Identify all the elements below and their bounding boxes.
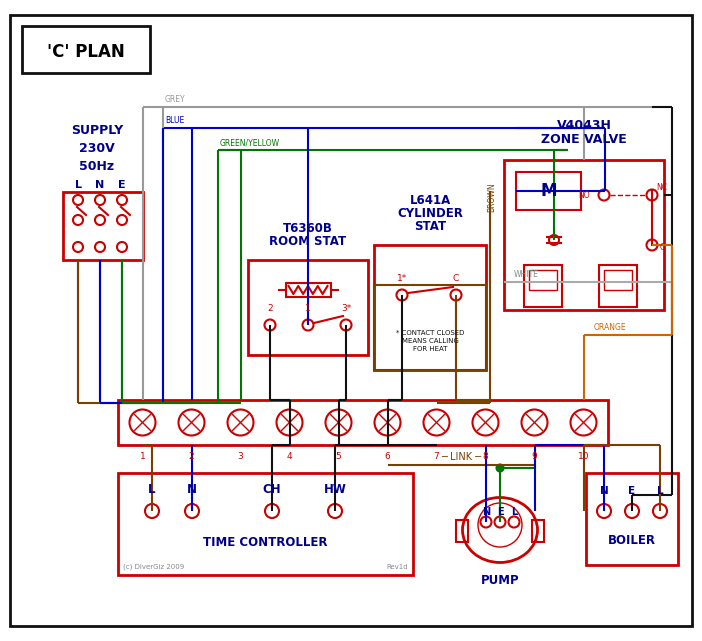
Text: 10: 10 <box>578 452 589 461</box>
Text: 9: 9 <box>531 452 537 461</box>
Text: 'C' PLAN: 'C' PLAN <box>47 43 125 61</box>
Bar <box>604 270 632 290</box>
Text: 5: 5 <box>336 452 341 461</box>
Bar <box>456 520 468 542</box>
Bar <box>516 172 581 210</box>
Text: 7: 7 <box>434 452 439 461</box>
Text: 2: 2 <box>189 452 194 461</box>
Text: 2: 2 <box>267 304 273 313</box>
Text: NC: NC <box>656 183 667 192</box>
Text: T6360B: T6360B <box>283 222 333 235</box>
Text: 3*: 3* <box>341 304 351 313</box>
Text: CH: CH <box>263 483 282 496</box>
Text: L: L <box>656 486 663 496</box>
Bar <box>118 400 608 445</box>
Text: PUMP: PUMP <box>481 574 519 587</box>
Text: L641A: L641A <box>409 194 451 207</box>
Text: STAT: STAT <box>414 220 446 233</box>
Text: BOILER: BOILER <box>608 535 656 547</box>
Text: N: N <box>187 483 197 496</box>
Text: ─ LINK ─: ─ LINK ─ <box>441 452 481 462</box>
Text: HW: HW <box>324 483 347 496</box>
Bar <box>532 520 544 542</box>
Bar <box>248 260 368 355</box>
Text: * CONTACT CLOSED
MEANS CALLING
FOR HEAT: * CONTACT CLOSED MEANS CALLING FOR HEAT <box>396 330 464 352</box>
Text: N: N <box>482 507 490 517</box>
Text: M: M <box>541 182 557 200</box>
Bar <box>524 265 562 307</box>
Text: GREEN/YELLOW: GREEN/YELLOW <box>220 138 280 147</box>
Text: (c) DiverGiz 2009: (c) DiverGiz 2009 <box>123 563 184 570</box>
Bar <box>599 265 637 307</box>
Bar <box>63 192 143 260</box>
Text: C: C <box>453 274 459 283</box>
Text: V4043H: V4043H <box>557 119 611 132</box>
Text: NO: NO <box>578 190 590 199</box>
Text: 3: 3 <box>237 452 244 461</box>
Text: 1: 1 <box>305 304 311 313</box>
Text: 8: 8 <box>483 452 489 461</box>
Text: E: E <box>628 486 635 496</box>
Text: BROWN: BROWN <box>487 183 496 212</box>
Text: 6: 6 <box>385 452 390 461</box>
Bar <box>504 160 664 310</box>
Text: N: N <box>95 180 105 190</box>
Bar <box>118 473 413 575</box>
Text: ORANGE: ORANGE <box>593 323 626 332</box>
Bar <box>529 270 557 290</box>
Bar <box>374 285 486 370</box>
Text: WHITE: WHITE <box>514 270 539 279</box>
Text: E: E <box>497 507 503 517</box>
Text: N: N <box>600 486 609 496</box>
Bar <box>586 473 678 565</box>
Bar <box>22 26 150 73</box>
Text: ROOM STAT: ROOM STAT <box>270 235 347 248</box>
Text: TIME CONTROLLER: TIME CONTROLLER <box>204 537 328 549</box>
Circle shape <box>496 465 503 472</box>
Text: Rev1d: Rev1d <box>386 564 408 570</box>
Text: SUPPLY
230V
50Hz: SUPPLY 230V 50Hz <box>71 124 123 172</box>
Text: 4: 4 <box>286 452 292 461</box>
Bar <box>374 245 486 370</box>
Text: C: C <box>660 242 665 251</box>
Bar <box>286 283 331 297</box>
Text: BLUE: BLUE <box>165 116 184 125</box>
Text: L: L <box>511 507 517 517</box>
Text: CYLINDER: CYLINDER <box>397 207 463 220</box>
Text: 1*: 1* <box>397 274 407 283</box>
Text: L: L <box>148 483 156 496</box>
Text: E: E <box>118 180 126 190</box>
Text: ZONE VALVE: ZONE VALVE <box>541 133 627 146</box>
Text: L: L <box>74 180 81 190</box>
Text: 1: 1 <box>140 452 145 461</box>
Text: GREY: GREY <box>165 95 185 104</box>
